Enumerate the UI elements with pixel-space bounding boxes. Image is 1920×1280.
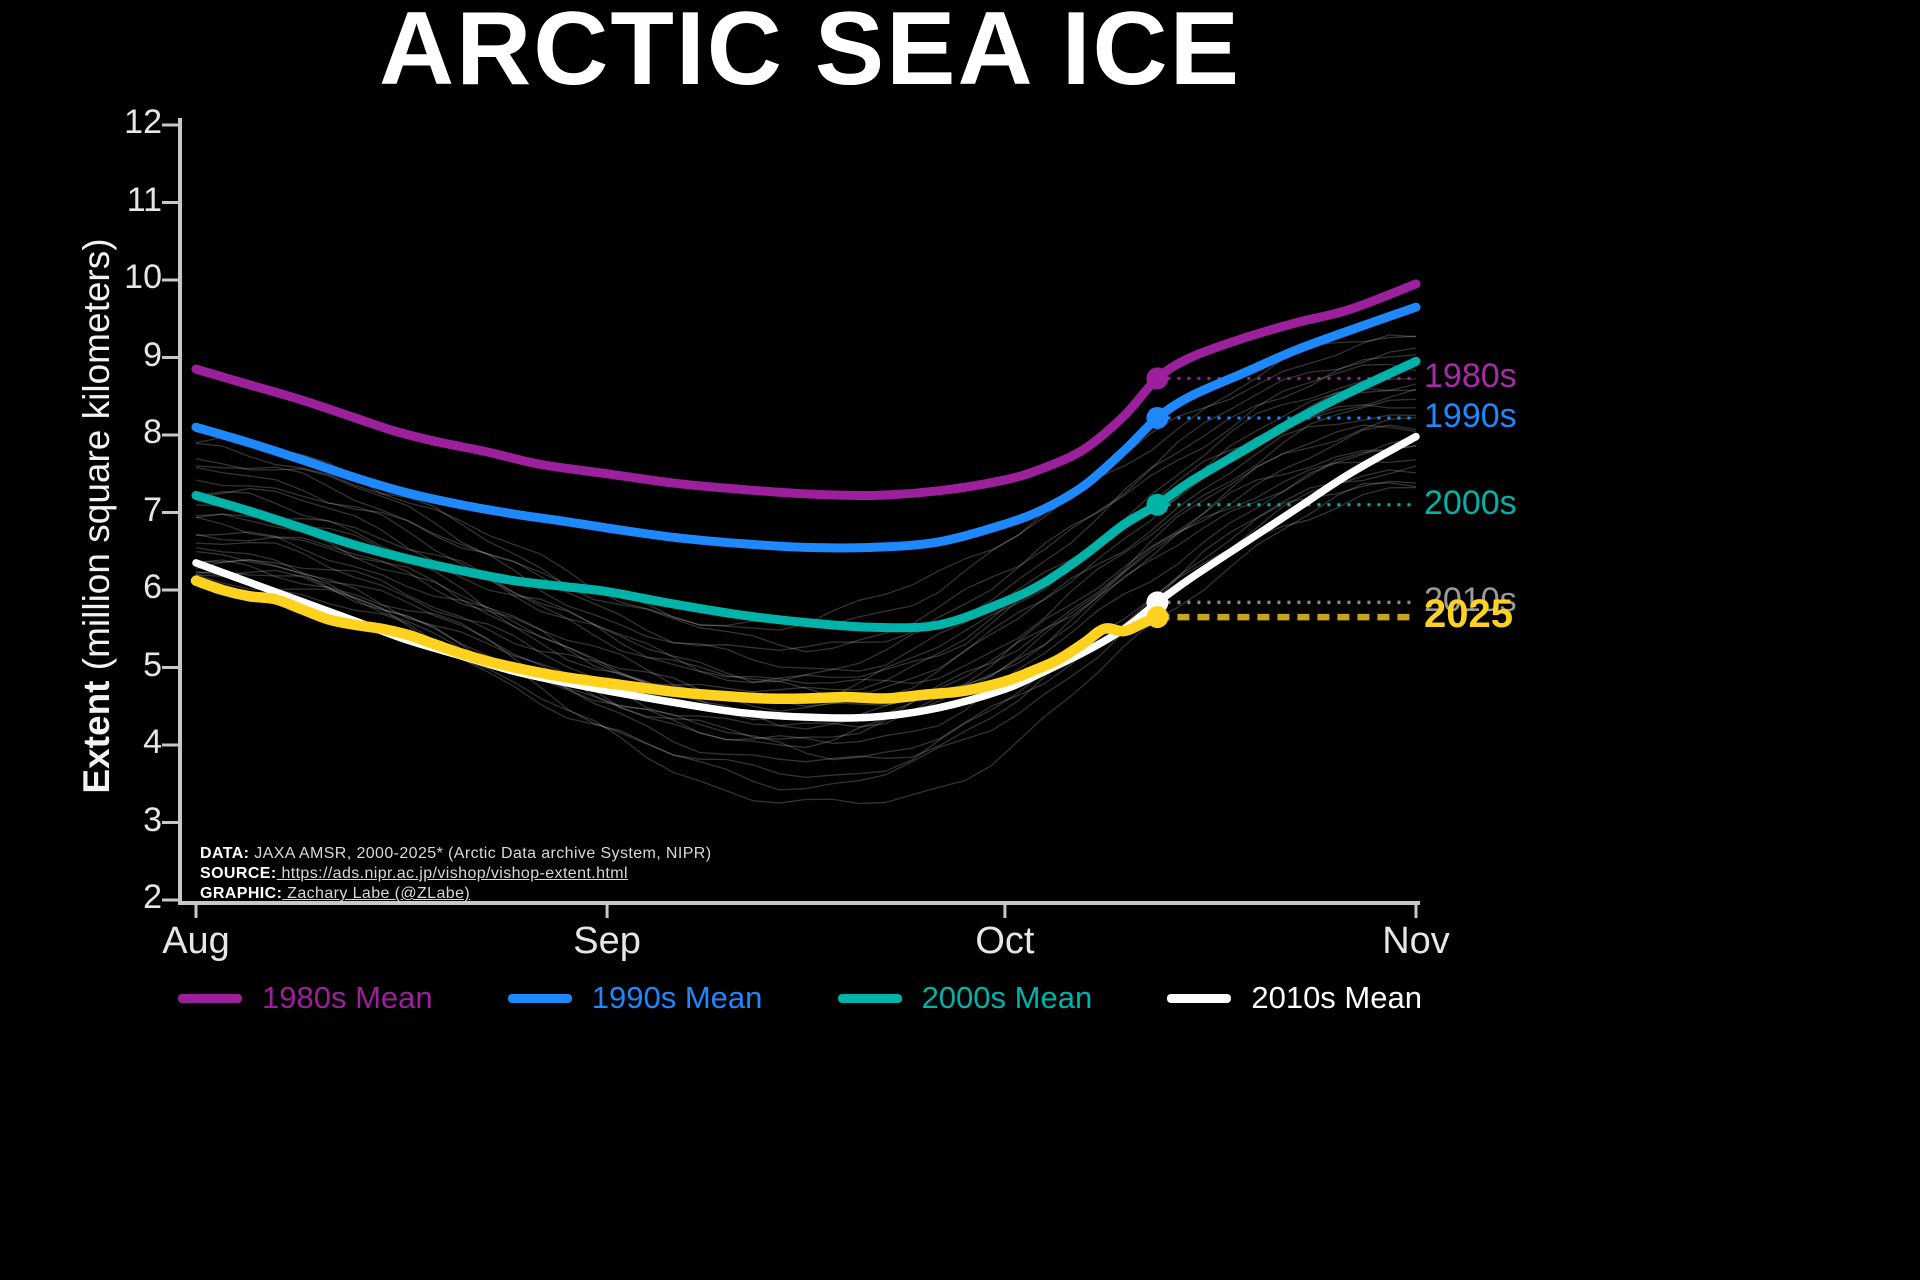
y-tick-label-7: 7 — [143, 490, 162, 529]
background-year-line — [195, 459, 1417, 744]
y-tick-label-2: 2 — [143, 878, 162, 916]
background-year-line — [195, 363, 1417, 651]
chart-title: ARCTIC SEA ICE — [379, 0, 1241, 107]
legend-swatch-icon — [507, 993, 572, 1003]
background-year-line — [195, 414, 1417, 707]
legend-item-2000s-mean: 2000s Mean — [837, 980, 1093, 1016]
legend-label: 2010s Mean — [1251, 980, 1422, 1015]
legend-swatch-icon — [1167, 993, 1232, 1003]
background-year-line — [195, 398, 1417, 685]
background-year-line — [195, 486, 1417, 791]
credit-data-label: DATA: — [200, 845, 250, 862]
x-tick-label-aug: Aug — [162, 920, 230, 962]
legend-item-2010s-mean: 2010s Mean — [1167, 980, 1422, 1016]
credit-source-label: SOURCE: — [200, 865, 277, 882]
background-year-line — [195, 383, 1417, 698]
y-tick-label-12: 12 — [124, 103, 162, 141]
y-tick-label-11: 11 — [126, 180, 162, 219]
line-1980s-mean — [191, 279, 1421, 501]
dot-1990s-mean — [1146, 406, 1169, 429]
credits-block: DATA: JAXA AMSR, 2000-2025* (Arctic Data… — [200, 844, 711, 904]
legend-item-1990s-mean: 1990s Mean — [507, 980, 763, 1016]
background-year-line — [195, 480, 1417, 779]
background-year-line — [195, 445, 1417, 740]
background-year-line — [195, 424, 1417, 712]
annotation-1980s: 1980s — [1424, 357, 1517, 396]
y-tick-label-3: 3 — [143, 800, 162, 839]
credit-graphic-label: GRAPHIC: — [200, 885, 283, 902]
x-tick-label-oct: Oct — [975, 920, 1035, 962]
annotation-1990s: 1990s — [1424, 396, 1517, 435]
dot-1980s-mean — [1146, 367, 1169, 390]
dot-2000s-mean — [1146, 493, 1169, 516]
line-2025 — [190, 575, 1163, 704]
y-tick-label-8: 8 — [143, 413, 162, 451]
legend-item-1980s-mean: 1980s Mean — [178, 980, 433, 1016]
legend: 1980s Mean 1990s Mean 2000s Mean 2010s Mean — [178, 980, 1422, 1016]
background-year-line — [195, 465, 1417, 761]
y-tick-label-4: 4 — [143, 723, 162, 761]
background-year-line — [195, 378, 1417, 672]
y-tick-label-5: 5 — [143, 645, 162, 684]
credit-source: SOURCE: https://ads.nipr.ac.jp/vishop/vi… — [200, 864, 711, 884]
annotation-2025: 2025 — [1424, 592, 1513, 637]
background-year-line — [195, 424, 1417, 728]
annotation-2010s: 2010s — [1424, 581, 1517, 620]
background-year-line — [195, 469, 1417, 763]
background-year-line — [195, 437, 1417, 749]
credit-data: DATA: JAXA AMSR, 2000-2025* (Arctic Data… — [200, 844, 711, 864]
legend-label: 2000s Mean — [921, 980, 1093, 1015]
legend-swatch-icon — [837, 993, 902, 1003]
annotation-2000s: 2000s — [1424, 483, 1517, 522]
y-tick-label-6: 6 — [143, 568, 162, 606]
credit-source-text: https://ads.nipr.ac.jp/vishop/vishop-ext… — [276, 865, 628, 882]
x-tick-label-sep: Sep — [573, 920, 641, 962]
legend-label: 1990s Mean — [591, 980, 763, 1015]
legend-label: 1980s Mean — [262, 980, 433, 1015]
x-tick-label-nov: Nov — [1382, 920, 1450, 962]
background-year-line — [195, 482, 1417, 805]
dot-2025 — [1146, 606, 1169, 629]
background-year-line — [195, 387, 1417, 684]
y-tick-label-9: 9 — [143, 335, 162, 374]
credit-data-text: JAXA AMSR, 2000-2025* (Arctic Data archi… — [249, 845, 712, 862]
credit-graphic: GRAPHIC: Zachary Labe (@ZLabe) — [200, 884, 711, 904]
y-tick-label-10: 10 — [124, 258, 162, 296]
background-year-line — [195, 417, 1417, 730]
background-year-line — [195, 347, 1417, 653]
credit-graphic-text: Zachary Labe (@ZLabe) — [282, 885, 471, 902]
background-year-line — [195, 354, 1417, 683]
line-1990s-mean — [191, 302, 1421, 553]
legend-swatch-icon — [178, 993, 242, 1003]
line-2000s-mean — [191, 356, 1421, 633]
